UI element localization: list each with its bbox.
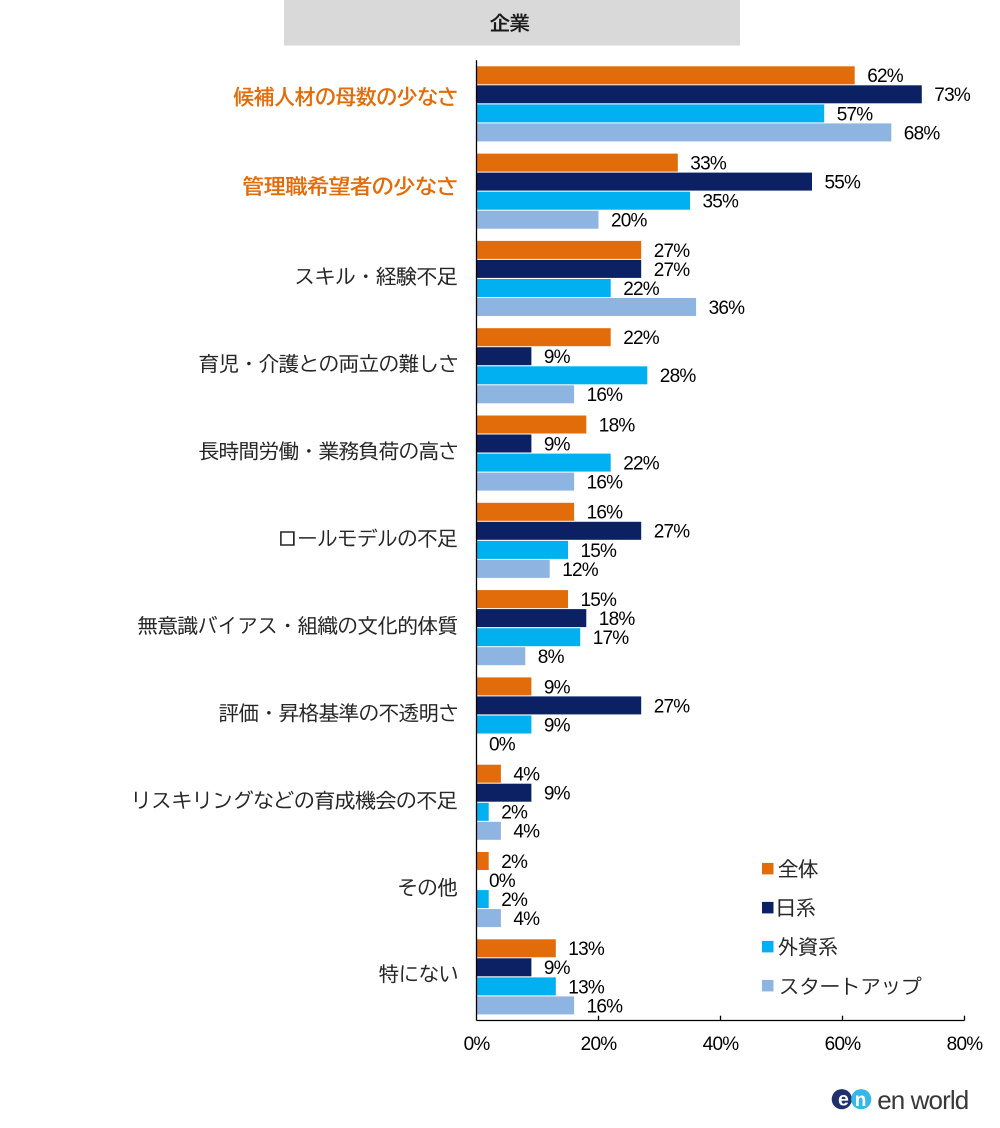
svg-text:22%: 22% [623,328,660,349]
svg-text:33%: 33% [690,154,727,175]
svg-text:4%: 4% [513,909,540,930]
svg-text:0%: 0% [489,871,516,892]
svg-text:16%: 16% [587,503,624,524]
svg-text:20%: 20% [611,211,648,232]
svg-text:9%: 9% [544,784,571,805]
svg-text:13%: 13% [568,939,605,960]
svg-text:36%: 36% [709,298,746,319]
svg-text:4%: 4% [513,822,540,843]
svg-text:55%: 55% [825,173,862,194]
svg-text:8%: 8% [538,647,565,668]
svg-text:80%: 80% [947,1034,984,1055]
svg-text:68%: 68% [904,123,941,144]
svg-text:22%: 22% [623,454,660,475]
svg-text:18%: 18% [599,609,636,630]
svg-text:e: e [838,1088,849,1110]
svg-text:2%: 2% [501,890,528,911]
svg-text:9%: 9% [544,347,571,368]
svg-text:28%: 28% [660,366,697,387]
svg-text:27%: 27% [654,241,691,262]
svg-text:57%: 57% [837,104,874,125]
svg-text:16%: 16% [587,473,624,494]
svg-text:n: n [855,1090,867,1111]
svg-text:35%: 35% [703,192,740,213]
svg-text:15%: 15% [581,541,618,562]
svg-text:15%: 15% [581,590,618,611]
svg-text:4%: 4% [513,765,540,786]
svg-text:0%: 0% [464,1034,491,1055]
svg-text:20%: 20% [581,1034,618,1055]
svg-text:9%: 9% [544,715,571,736]
svg-text:16%: 16% [587,996,624,1017]
svg-text:9%: 9% [544,677,571,698]
svg-text:9%: 9% [544,434,571,455]
svg-text:13%: 13% [568,977,605,998]
svg-text:22%: 22% [623,279,660,300]
svg-text:0%: 0% [489,734,516,755]
svg-text:27%: 27% [654,696,691,717]
svg-text:en world: en world [877,1085,968,1115]
svg-text:27%: 27% [654,260,691,281]
svg-text:2%: 2% [501,803,528,824]
svg-text:73%: 73% [934,85,971,106]
svg-text:2%: 2% [501,852,528,873]
svg-text:17%: 17% [593,628,630,649]
svg-text:60%: 60% [825,1034,862,1055]
svg-text:12%: 12% [562,560,599,581]
svg-text:40%: 40% [703,1034,740,1055]
svg-text:9%: 9% [544,958,571,979]
svg-text:18%: 18% [599,415,636,436]
svg-text:62%: 62% [867,66,904,87]
svg-text:27%: 27% [654,522,691,543]
svg-text:16%: 16% [587,385,624,406]
